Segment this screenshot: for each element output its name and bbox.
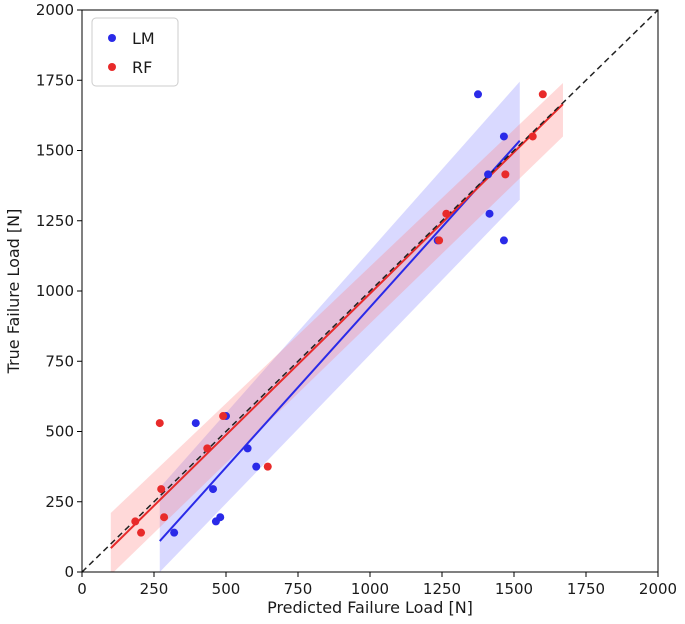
point-rf-2	[160, 513, 169, 522]
point-lm-13	[474, 90, 482, 99]
legend: LM RF	[91, 17, 179, 87]
point-rf-0	[131, 517, 140, 526]
identity-line	[82, 10, 658, 572]
point-lm-10	[485, 209, 494, 218]
x-tick-label-5: 1250	[423, 580, 461, 598]
y-tick-label-1: 250	[45, 493, 74, 511]
legend-label-rf: RF	[132, 58, 152, 77]
y-tick-label-0: 0	[64, 563, 74, 581]
y-tick-label-8: 2000	[36, 1, 74, 19]
point-lm-9	[499, 236, 508, 245]
point-rf-8	[435, 236, 444, 245]
point-lm-4	[252, 462, 261, 471]
point-lm-12	[499, 132, 508, 141]
point-rf-5	[203, 444, 212, 453]
point-rf-9	[442, 209, 451, 218]
x-tick-label-3: 750	[284, 580, 313, 598]
point-rf-11	[528, 132, 537, 141]
y-axis-label: True Failure Load [N]	[4, 209, 23, 375]
point-rf-10	[501, 170, 510, 179]
point-rf-6	[219, 412, 228, 421]
y-tick-label-4: 1000	[36, 282, 74, 300]
x-tick-label-2: 500	[212, 580, 241, 598]
regression-line-rf	[110, 103, 564, 549]
legend-marker-lm	[108, 34, 116, 42]
y-tick-label-2: 500	[45, 423, 74, 441]
point-rf-1	[137, 528, 146, 537]
point-lm-3	[209, 485, 218, 494]
x-tick-label-8: 2000	[639, 580, 677, 598]
point-lm-0	[170, 528, 179, 537]
plot-area	[82, 10, 658, 572]
legend-label-lm: LM	[132, 29, 155, 48]
point-rf-3	[157, 485, 166, 494]
plot-content	[82, 10, 658, 572]
x-axis-label: Predicted Failure Load [N]	[267, 598, 473, 617]
legend-marker-rf	[108, 63, 116, 71]
x-tick-label-7: 1750	[567, 580, 605, 598]
y-tick-label-6: 1500	[36, 142, 74, 160]
x-tick-label-4: 1000	[351, 580, 389, 598]
y-tick-label-5: 1250	[36, 212, 74, 230]
y-tick-label-7: 1750	[36, 71, 74, 89]
regression-line-lm	[159, 139, 521, 542]
x-tick-label-0: 0	[77, 580, 87, 598]
point-lm-5	[243, 444, 252, 453]
axes: 0 250 500 750 1000 1250 1500 1750 2000 0 250 500 750…	[4, 1, 677, 617]
confidence-band-rf	[110, 83, 563, 572]
point-rf-7	[263, 462, 272, 471]
point-lm-6	[191, 419, 200, 428]
point-lm-11	[484, 170, 493, 179]
point-lm-2	[216, 513, 225, 522]
point-rf-4	[155, 419, 164, 428]
y-tick-label-3: 750	[45, 352, 74, 370]
x-tick-label-1: 250	[140, 580, 169, 598]
point-rf-12	[538, 90, 547, 99]
x-tick-label-6: 1500	[495, 580, 533, 598]
